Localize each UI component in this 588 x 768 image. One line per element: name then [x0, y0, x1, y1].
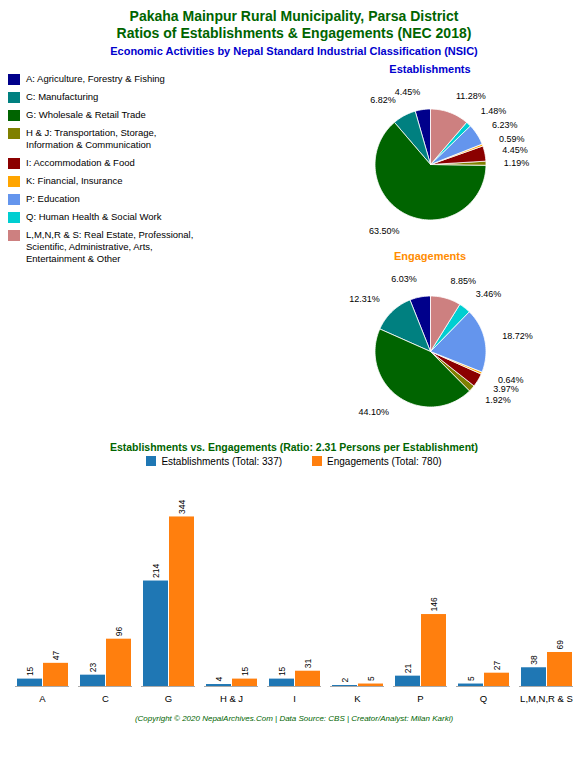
svg-text:47: 47: [51, 651, 61, 661]
svg-text:69: 69: [555, 640, 565, 650]
html-text:K: Financial, Insurance: K: Financial, Insurance: [26, 175, 123, 186]
html-text:H & J: Transportation, Storage: H & J: Transportation, Storage, Informat…: [26, 127, 157, 150]
svg-text:38: 38: [529, 655, 539, 665]
svg-text:146: 146: [429, 597, 439, 611]
html-text:Pakaha Mainpur Rural Municipal: Pakaha Mainpur Rural Municipality, Parsa…: [116, 8, 472, 41]
svg-text:G: G: [165, 693, 172, 704]
svg-text:6.23%: 6.23%: [492, 120, 518, 130]
svg-text:2: 2: [340, 678, 350, 683]
svg-text:27: 27: [492, 660, 502, 670]
html-text:P: Education: P: Education: [26, 193, 80, 204]
svg-text:0.64%: 0.64%: [498, 375, 524, 385]
html-text:Establishments vs. Engagements: Establishments vs. Engagements (Ratio: 2…: [109, 441, 479, 453]
html-text:A: Agriculture, Forestry & Fis: A: Agriculture, Forestry & Fishing: [26, 73, 165, 84]
svg-text:12.31%: 12.31%: [349, 294, 380, 304]
svg-text:K: K: [354, 693, 361, 704]
svg-text:15: 15: [240, 666, 250, 676]
svg-text:A: A: [39, 693, 46, 704]
svg-text:5: 5: [366, 676, 376, 681]
svg-text:4.45%: 4.45%: [502, 145, 528, 155]
svg-text:8.85%: 8.85%: [451, 276, 477, 286]
svg-text:1.92%: 1.92%: [485, 395, 511, 405]
svg-text:C: C: [102, 693, 109, 704]
svg-text:214: 214: [151, 564, 161, 578]
html-text:I: Accommodation & Food: I: Accommodation & Food: [26, 157, 135, 168]
html-text:Establishments: Establishments: [389, 63, 471, 75]
svg-text:6.82%: 6.82%: [370, 95, 396, 105]
svg-text:1.48%: 1.48%: [481, 106, 507, 116]
svg-text:3.46%: 3.46%: [476, 289, 502, 299]
html-text:Establishments (Total: 337): Establishments (Total: 337): [161, 456, 282, 467]
svg-text:Q: Q: [480, 693, 487, 704]
svg-text:5: 5: [466, 676, 476, 681]
svg-text:4: 4: [214, 677, 224, 682]
svg-text:P: P: [417, 693, 423, 704]
svg-text:18.72%: 18.72%: [502, 331, 533, 341]
html-text:Economic Activities by Nepal S: Economic Activities by Nepal Standard In…: [110, 45, 478, 57]
html-text:C: Manufacturing: C: Manufacturing: [26, 91, 99, 102]
svg-text:L,M,N,R & S: L,M,N,R & S: [520, 693, 573, 704]
html-text:(Copyright © 2020 NepalArchive: (Copyright © 2020 NepalArchives.Com | Da…: [134, 714, 454, 723]
html-text:L,M,N,R & S: Real Estate, Prof: L,M,N,R & S: Real Estate, Professional, …: [26, 229, 194, 264]
svg-text:344: 344: [177, 500, 187, 514]
svg-text:63.50%: 63.50%: [369, 226, 400, 236]
svg-text:96: 96: [114, 626, 124, 636]
svg-text:11.28%: 11.28%: [456, 91, 486, 101]
svg-text:I: I: [293, 693, 296, 704]
svg-text:4.45%: 4.45%: [395, 87, 421, 97]
html-text:Q: Human Health & Social Work: Q: Human Health & Social Work: [26, 211, 162, 222]
svg-text:44.10%: 44.10%: [358, 407, 389, 417]
svg-text:6.03%: 6.03%: [391, 274, 417, 284]
svg-text:15: 15: [25, 666, 35, 676]
svg-text:H & J: H & J: [220, 693, 243, 704]
svg-text:3.97%: 3.97%: [493, 384, 519, 394]
svg-text:21: 21: [403, 663, 413, 673]
svg-text:0.59%: 0.59%: [499, 134, 525, 144]
svg-text:23: 23: [88, 662, 98, 672]
svg-text:1.19%: 1.19%: [504, 158, 530, 168]
html-text:G: Wholesale & Retail Trade: G: Wholesale & Retail Trade: [26, 109, 146, 120]
svg-text:15: 15: [277, 666, 287, 676]
html-text:Engagements (Total: 780): Engagements (Total: 780): [327, 456, 442, 467]
svg-text:31: 31: [303, 658, 313, 668]
html-text:Engagements: Engagements: [393, 250, 467, 262]
